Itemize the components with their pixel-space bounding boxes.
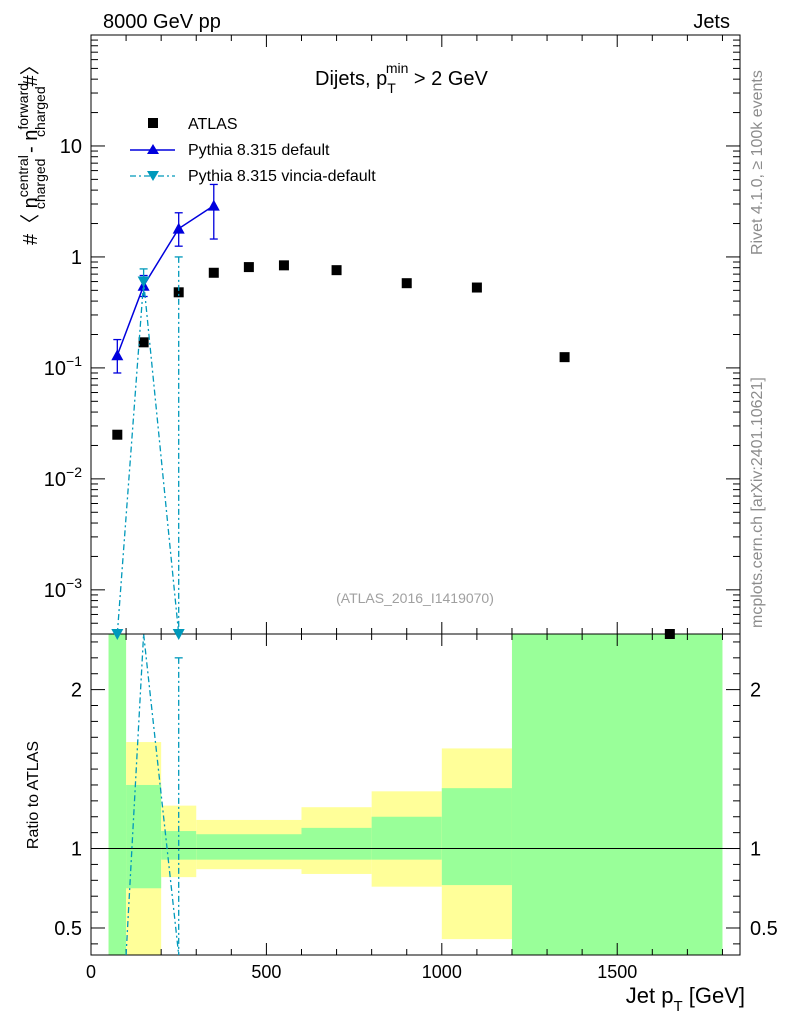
atlas-point-4 [243,262,254,273]
legend-marker-vincia [147,171,159,181]
ratio-y-tick-label-left: 1 [71,839,82,861]
atlas-point-2 [173,287,184,298]
pythia-default-point-2 [172,222,185,234]
pythia-default-point-0 [111,349,124,361]
rivet-label: Rivet 4.1.0, ≥ 100k events [749,70,766,255]
pythia-default-line [116,204,215,356]
x-tick-label-0: 0 [86,962,96,982]
header-left: 8000 GeV pp [103,11,221,33]
atlas-point-5 [278,260,289,271]
legend-marker-default [147,144,159,154]
ratio-band-green-0 [108,634,127,955]
y-tick-label: 10−1 [44,353,82,380]
ratio-y-tick-label-right: 0.5 [750,918,778,940]
y-tick-label: 10−3 [44,575,82,602]
data-series [111,183,675,956]
y-tick-label: 10 [60,136,82,158]
title-sub: T [387,80,396,96]
ratio-band-green-6 [441,788,512,886]
mcplots-label: mcplots.cern.ch [arXiv:2401.10621] [749,377,766,628]
legend-label-vincia: Pythia 8.315 vincia-default [188,168,376,185]
legend-marker-atlas [148,118,158,128]
y-axis-label-ratio: Ratio to ATLAS [25,741,42,849]
legend: ATLAS Pythia 8.315 default Pythia 8.315 … [130,116,376,185]
x-tick-label-500: 500 [251,962,281,982]
x-tick-label-1000: 1000 [422,962,462,982]
y-tick-label: 10−2 [44,464,82,491]
atlas-point-10 [664,629,675,639]
pythia-vincia-line [116,281,180,635]
ratio-band-green-7 [511,634,723,955]
ratio-y-tick-label-right: 1 [750,839,761,861]
ratio-y-tick-label-right: 2 [750,680,761,702]
pythia-vincia-point-1 [137,276,150,288]
ratio-band-green-3 [196,834,302,860]
ratio-band-green-4 [301,827,372,860]
ratio-y-tick-label-left: 2 [71,680,82,702]
axis-ticks: 0 500 1000 1500 10−3 10−2 10−1 1 10 0.5 0.5 1 1 2 2 [44,35,778,982]
legend-label-atlas: ATLAS [188,116,238,133]
pythia-vincia-point-0 [111,629,124,640]
ratio-uncertainty-bands [108,634,723,955]
y-axis-label-top: #〈 ncentralcharged - nforwardcharged#〉 [15,55,48,245]
atlas-point-7 [401,278,412,289]
x-axis-label: Jet pT [GeV] [626,983,745,1015]
pythia-vincia-point-2 [172,629,185,640]
atlas-point-3 [208,267,219,278]
legend-label-default: Pythia 8.315 default [188,142,330,159]
ratio-band-green-5 [371,816,442,860]
pythia-default-point-3 [207,199,220,211]
atlas-point-6 [331,265,342,276]
atlas-point-1 [138,337,149,348]
atlas-point-9 [559,352,570,363]
x-tick-label-1500: 1500 [597,962,637,982]
ratio-band-green-1 [126,784,162,889]
y-tick-label: 1 [71,247,82,269]
watermark: (ATLAS_2016_I1419070) [336,590,494,606]
title-sup: min [386,60,409,76]
atlas-point-0 [112,429,123,440]
ratio-panel-frame [90,633,741,956]
ratio-y-tick-label-left: 0.5 [54,918,82,940]
header-right: Jets [693,11,730,33]
plot-title: Dijets, pTmin > 2 GeV [315,60,489,96]
atlas-point-8 [471,282,482,293]
vincia-ratio-line [125,633,180,956]
